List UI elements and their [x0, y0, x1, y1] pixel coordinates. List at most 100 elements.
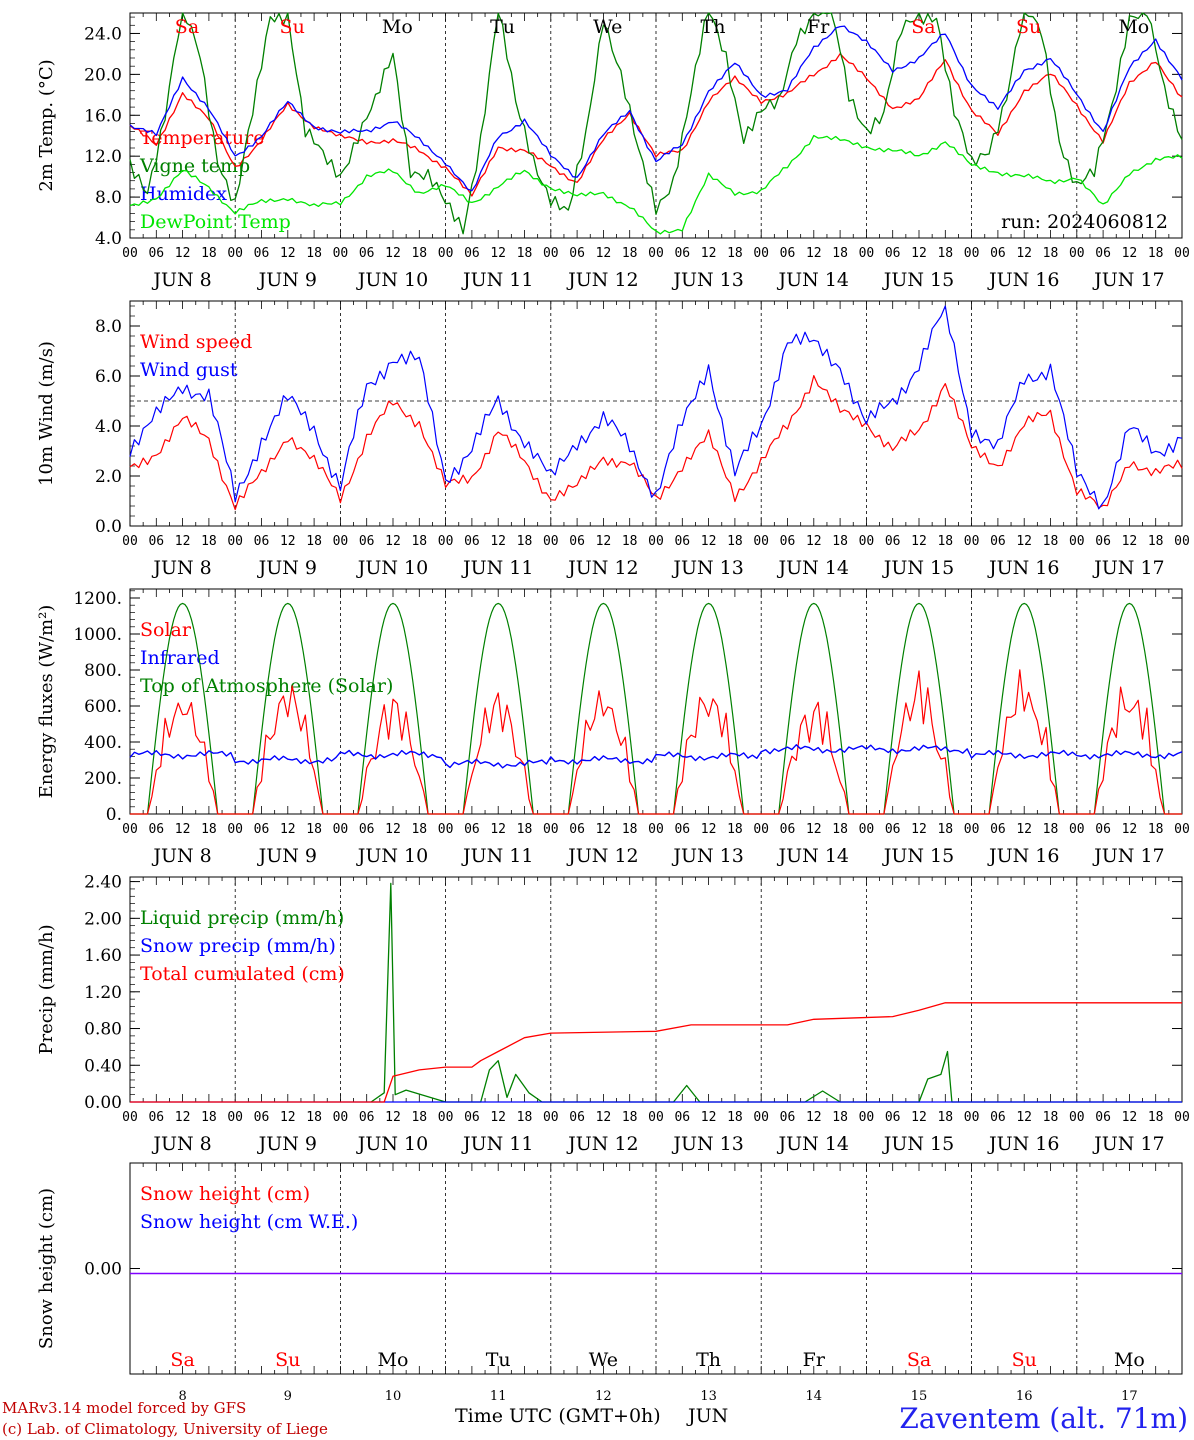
date-label: JUN 11	[461, 269, 533, 291]
date-label: JUN 14	[777, 1133, 849, 1155]
weekday-bottom: Mo	[1114, 1349, 1145, 1371]
y-tick-label: 0.80	[84, 1020, 122, 1040]
date-label: JUN 10	[356, 1133, 428, 1155]
hour-label: 00	[543, 1110, 559, 1125]
date-label: JUN 16	[987, 269, 1059, 291]
hour-label: 06	[990, 1110, 1006, 1125]
hour-label: 06	[148, 246, 164, 261]
hour-label: 06	[780, 822, 796, 837]
date-label: JUN 17	[1092, 845, 1164, 867]
weekday-bottom: Fr	[803, 1349, 826, 1371]
y-tick-label: 20.0	[84, 65, 122, 85]
hour-label: 06	[569, 1110, 585, 1125]
xaxis-label: Time UTC (GMT+0h)	[455, 1405, 661, 1427]
weekday-bottom: Sa	[170, 1349, 194, 1371]
hour-label: 12	[911, 246, 927, 261]
y-tick-label: 24.0	[84, 24, 122, 44]
credit-line-1: MARv3.14 model forced by GFS	[2, 1399, 246, 1417]
hour-label: 12	[490, 1110, 506, 1125]
date-label: JUN 12	[566, 845, 638, 867]
hour-label: 18	[201, 822, 217, 837]
hour-label: 00	[122, 1110, 138, 1125]
hour-label: 18	[517, 1110, 533, 1125]
date-label: JUN 12	[566, 269, 638, 291]
hour-label: 00	[964, 534, 980, 549]
credit-line-2: (c) Lab. of Climatology, University of L…	[2, 1420, 328, 1438]
hour-label: 12	[1122, 1110, 1138, 1125]
hour-label: 00	[333, 246, 349, 261]
hour-label: 00	[543, 246, 559, 261]
hour-label: 18	[1148, 534, 1164, 549]
hour-label: 00	[859, 822, 875, 837]
temp-series-2	[129, 25, 1183, 192]
hour-label: 06	[885, 822, 901, 837]
day-number: 11	[490, 1389, 507, 1404]
temp-series-1	[129, 12, 1183, 235]
hour-label: 12	[596, 246, 612, 261]
legend-precip-0: Liquid precip (mm/h)	[140, 907, 344, 929]
y-tick-label: 600.	[84, 697, 122, 717]
hour-label: 12	[385, 822, 401, 837]
hour-label: 06	[674, 822, 690, 837]
weekday-top: Su	[280, 16, 305, 38]
date-label: JUN 13	[671, 269, 743, 291]
hour-label: 06	[359, 1110, 375, 1125]
hour-label: 00	[1069, 1110, 1085, 1125]
hour-label: 12	[385, 534, 401, 549]
y-tick-label: 400.	[84, 733, 122, 753]
hour-label: 00	[964, 1110, 980, 1125]
date-label: JUN 14	[777, 269, 849, 291]
hour-label: 06	[1095, 1110, 1111, 1125]
hour-label: 00	[438, 1110, 454, 1125]
hour-label: 12	[1122, 246, 1138, 261]
date-label: JUN 13	[671, 1133, 743, 1155]
weekday-top: Th	[701, 16, 726, 38]
weekday-bottom: Th	[696, 1349, 721, 1371]
hour-label: 18	[727, 534, 743, 549]
legend-wind-0: Wind speed	[140, 331, 252, 353]
hour-label: 12	[911, 534, 927, 549]
hour-label: 12	[175, 246, 191, 261]
y-tick-label: 8.0	[95, 188, 122, 208]
legend-temp-1: Vigne temp	[139, 155, 250, 177]
hour-label: 06	[780, 246, 796, 261]
hour-label: 00	[227, 246, 243, 261]
date-label: JUN 11	[461, 1133, 533, 1155]
hour-label: 12	[701, 534, 717, 549]
hour-label: 12	[175, 1110, 191, 1125]
weekday-top: Fr	[807, 16, 830, 38]
day-number: 9	[284, 1389, 292, 1404]
y-tick-label: 12.0	[84, 147, 122, 167]
hour-label: 18	[411, 822, 427, 837]
date-label: JUN 15	[882, 557, 954, 579]
hour-label: 06	[885, 1110, 901, 1125]
hour-label: 00	[753, 1110, 769, 1125]
date-label: JUN 14	[777, 845, 849, 867]
hour-label: 18	[832, 246, 848, 261]
y-tick-label: 1.60	[84, 946, 122, 966]
hour-label: 06	[885, 246, 901, 261]
weekday-bottom: Mo	[378, 1349, 409, 1371]
date-label: JUN 17	[1092, 1133, 1164, 1155]
legend-energy-1: Infrared	[140, 647, 220, 669]
hour-label: 12	[280, 1110, 296, 1125]
hour-label: 18	[1043, 534, 1059, 549]
day-number: 16	[1016, 1389, 1033, 1404]
y-tick-label: 800.	[84, 661, 122, 681]
hour-label: 18	[832, 1110, 848, 1125]
hour-label: 00	[1174, 822, 1190, 837]
hour-label: 06	[464, 246, 480, 261]
hour-label: 00	[227, 534, 243, 549]
run-label: run: 2024060812	[1001, 211, 1168, 233]
precip-ylabel: Precip (mm/h)	[36, 924, 57, 1054]
hour-label: 00	[543, 534, 559, 549]
station-name: Zaventem (alt. 71m)	[899, 1402, 1188, 1435]
hour-label: 18	[1043, 1110, 1059, 1125]
hour-label: 18	[411, 534, 427, 549]
day-number: 13	[700, 1389, 717, 1404]
hour-label: 00	[543, 822, 559, 837]
wind-series-1	[129, 305, 1183, 510]
hour-label: 06	[569, 822, 585, 837]
hour-label: 18	[622, 822, 638, 837]
hour-label: 06	[1095, 534, 1111, 549]
